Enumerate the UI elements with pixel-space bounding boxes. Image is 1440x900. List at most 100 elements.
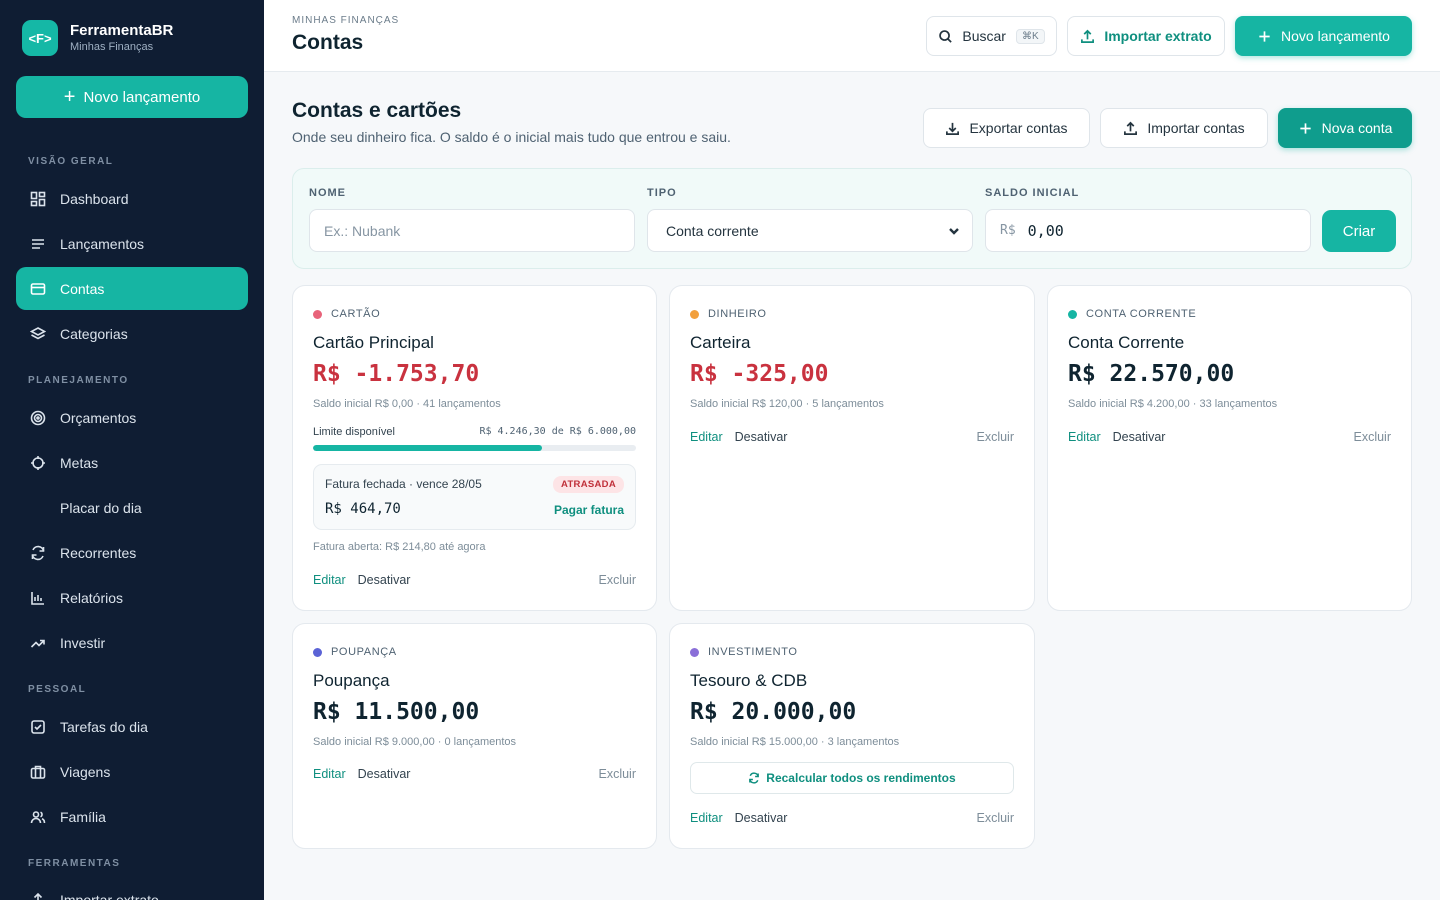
account-card: CONTA CORRENTE Conta Corrente R$ 22.570,… (1047, 285, 1412, 611)
sidebar-item-categorias[interactable]: Categorias (16, 312, 248, 355)
layers-icon (30, 326, 46, 342)
limit-row: Limite disponível R$ 4.246,30 de R$ 6.00… (313, 426, 636, 438)
delete-link[interactable]: Excluir (976, 430, 1014, 444)
deactivate-link[interactable]: Desativar (357, 767, 411, 781)
sidebar-item-label: Dashboard (60, 190, 129, 207)
sidebar-item-label: Investir (60, 634, 106, 651)
section-title: Contas e cartões (292, 99, 462, 122)
type-dot (313, 647, 322, 657)
limit-value: R$ 4.246,30 de R$ 6.000,00 (479, 426, 636, 437)
target-icon (30, 410, 46, 426)
briefcase-icon (30, 764, 46, 780)
sidebar-new-entry-button[interactable]: + Novo lançamento (16, 76, 248, 118)
section-label-overview: VISÃO GERAL (28, 156, 114, 167)
recalculate-yields-button[interactable]: Recalcular todos os rendimentos (690, 762, 1014, 794)
search-shortcut: ⌘K (1015, 28, 1045, 44)
search-label: Buscar (962, 28, 1006, 44)
account-name: Tesouro & CDB (690, 671, 808, 690)
sidebar-item-relatorios[interactable]: Relatórios (16, 576, 248, 619)
initial-balance-label: SALDO INICIAL (985, 187, 1080, 199)
sidebar-item-label: Lançamentos (60, 235, 145, 252)
open-invoice-text: Fatura aberta: R$ 214,80 até agora (313, 541, 486, 553)
sidebar-item-importar-extrato[interactable]: Importar extrato (16, 878, 248, 900)
account-card: DINHEIRO Carteira R$ -325,00 Saldo inici… (669, 285, 1035, 611)
sidebar-new-entry-label: Novo lançamento (83, 88, 201, 106)
export-accounts-button[interactable]: Exportar contas (923, 108, 1090, 148)
sidebar-item-dashboard[interactable]: Dashboard (16, 177, 248, 220)
refresh-icon (749, 772, 760, 784)
users-icon (30, 809, 46, 825)
pay-invoice-link[interactable]: Pagar fatura (553, 503, 624, 517)
plus-icon (1259, 30, 1270, 42)
bar-chart-icon (30, 590, 46, 606)
brand[interactable]: <F> FerramentaBR Minhas Finanças (22, 20, 173, 56)
limit-progress-fill (313, 445, 542, 451)
create-account-button[interactable]: Criar (1322, 210, 1396, 252)
edit-link[interactable]: Editar (1068, 430, 1101, 444)
account-type: CARTÃO (313, 308, 380, 320)
sidebar-item-investir[interactable]: Investir (16, 621, 248, 664)
currency-prefix: R$ (1000, 223, 1016, 238)
export-accounts-label: Exportar contas (969, 120, 1068, 136)
initial-balance-field[interactable]: R$ 0,00 (985, 209, 1311, 252)
deactivate-link[interactable]: Desativar (357, 573, 411, 587)
edit-link[interactable]: Editar (313, 573, 346, 587)
sidebar-item-contas[interactable]: Contas (16, 267, 248, 310)
delete-link[interactable]: Excluir (598, 573, 636, 587)
card-actions: Editar Desativar Excluir (1068, 430, 1391, 444)
edit-link[interactable]: Editar (313, 767, 346, 781)
name-input[interactable] (310, 222, 634, 239)
account-name: Cartão Principal (313, 333, 434, 352)
sidebar-item-familia[interactable]: Família (16, 795, 248, 838)
invoice-amount: R$ 464,70 (325, 501, 401, 517)
account-name: Poupança (313, 671, 390, 690)
deactivate-link[interactable]: Desativar (734, 811, 788, 825)
deactivate-link[interactable]: Desativar (734, 430, 788, 444)
sidebar-item-orcamentos[interactable]: Orçamentos (16, 396, 248, 439)
sidebar-item-label: Importar extrato (60, 891, 159, 900)
delete-link[interactable]: Excluir (976, 811, 1014, 825)
account-meta: Saldo inicial R$ 15.000,00 · 3 lançament… (690, 736, 900, 748)
plus-icon (1299, 122, 1311, 134)
new-entry-button[interactable]: Novo lançamento (1235, 16, 1412, 56)
section-label-planning: PLANEJAMENTO (28, 375, 129, 386)
edit-link[interactable]: Editar (690, 811, 723, 825)
sidebar-item-placar-do-dia[interactable]: Placar do dia (16, 486, 248, 529)
import-accounts-button[interactable]: Importar contas (1100, 108, 1268, 148)
import-statement-button[interactable]: Importar extrato (1067, 16, 1225, 56)
brand-subtitle: Minhas Finanças (70, 41, 154, 53)
recalculate-yields-label: Recalcular todos os rendimentos (766, 771, 956, 785)
sidebar-item-tarefas-do-dia[interactable]: Tarefas do dia (16, 705, 248, 748)
new-account-button[interactable]: Nova conta (1278, 108, 1412, 148)
account-type: CONTA CORRENTE (1068, 308, 1196, 320)
edit-link[interactable]: Editar (690, 430, 723, 444)
section-label-tools: FERRAMENTAS (28, 858, 121, 869)
sidebar-item-label: Recorrentes (60, 544, 137, 561)
deactivate-link[interactable]: Desativar (1112, 430, 1166, 444)
search-button[interactable]: Buscar ⌘K (926, 16, 1057, 56)
sidebar-item-recorrentes[interactable]: Recorrentes (16, 531, 248, 574)
delete-link[interactable]: Excluir (598, 767, 636, 781)
upload-icon (1124, 121, 1138, 135)
sidebar-item-label: Orçamentos (60, 409, 137, 426)
search-icon (939, 29, 953, 43)
sidebar-item-metas[interactable]: Metas (16, 441, 248, 484)
import-accounts-label: Importar contas (1147, 120, 1245, 136)
account-meta: Saldo inicial R$ 120,00 · 5 lançamentos (690, 398, 884, 410)
account-balance: R$ 11.500,00 (313, 699, 480, 725)
sidebar-item-lancamentos[interactable]: Lançamentos (16, 222, 248, 265)
card-icon (30, 281, 46, 297)
account-meta: Saldo inicial R$ 9.000,00 · 0 lançamento… (313, 736, 517, 748)
sidebar-item-label: Relatórios (60, 589, 124, 606)
delete-link[interactable]: Excluir (1353, 430, 1391, 444)
account-type: POUPANÇA (313, 646, 397, 658)
initial-balance-input[interactable]: 0,00 (1027, 221, 1064, 240)
brand-logo: <F> (22, 20, 58, 56)
account-name: Conta Corrente (1068, 333, 1185, 352)
name-field[interactable] (309, 209, 635, 252)
account-type-label: DINHEIRO (708, 308, 767, 320)
sidebar-item-viagens[interactable]: Viagens (16, 750, 248, 793)
plus-icon: + (63, 86, 76, 108)
account-card: INVESTIMENTO Tesouro & CDB R$ 20.000,00 … (669, 623, 1035, 849)
type-select[interactable]: Conta corrente (647, 209, 973, 252)
